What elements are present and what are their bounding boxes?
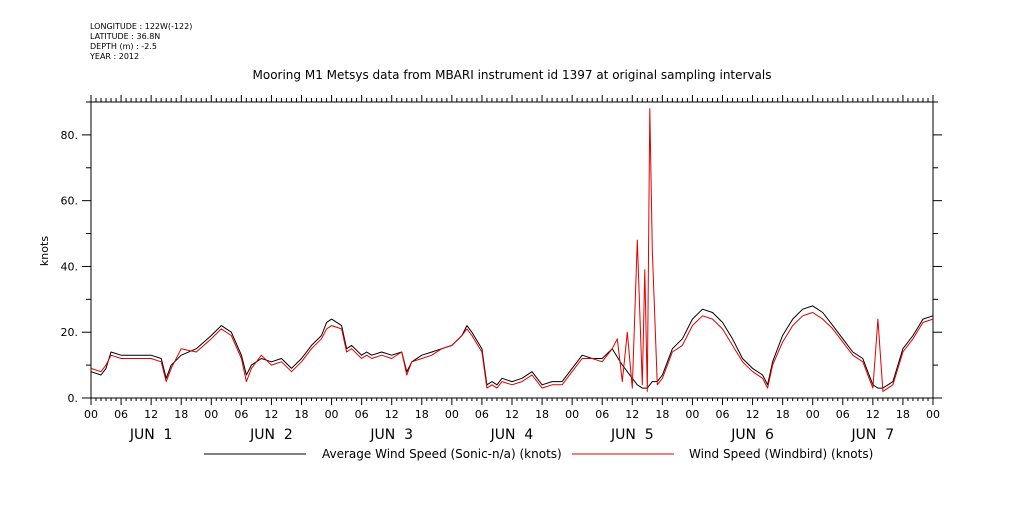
x-day-label: JUN 1: [129, 427, 173, 443]
meta-year: YEAR : 2012: [89, 52, 139, 61]
meta-latitude: LATITUDE : 36.8N: [90, 32, 160, 41]
x-tick-label: 00: [325, 408, 339, 421]
x-tick-label: 00: [926, 408, 940, 421]
x-tick-label: 06: [716, 408, 730, 421]
x-tick-label: 12: [144, 408, 158, 421]
y-tick-label: 0.: [68, 392, 79, 405]
chart-title: Mooring M1 Metsys data from MBARI instru…: [253, 68, 772, 82]
x-tick-label: 06: [475, 408, 489, 421]
x-tick-label: 18: [174, 408, 188, 421]
x-tick-label: 18: [415, 408, 429, 421]
x-tick-label: 06: [355, 408, 369, 421]
x-tick-label: 00: [685, 408, 699, 421]
x-day-label: JUN 5: [610, 427, 654, 443]
x-tick-label: 06: [595, 408, 609, 421]
legend-label-windbird: Wind Speed (Windbird) (knots): [689, 447, 873, 461]
x-day-label: JUN 7: [851, 427, 895, 443]
x-tick-label: 18: [295, 408, 309, 421]
axes-layer: 00 06 12 18 00 06 12 18 00 06 12 18 00 06 12 18 00 06 12 18…: [61, 95, 942, 443]
x-tick-label: 12: [625, 408, 639, 421]
x-tick-label: 00: [806, 408, 820, 421]
x-tick-label: 00: [84, 408, 98, 421]
meta-longitude: LONGITUDE : 122W(-122): [90, 22, 192, 31]
x-tick-label: 18: [896, 408, 910, 421]
x-tick-label: 00: [445, 408, 459, 421]
y-tick-label: 80.: [61, 129, 79, 142]
y-tick-label: 60.: [61, 195, 79, 208]
x-day-label: JUN 2: [249, 427, 293, 443]
series-layer: [90, 108, 934, 392]
y-axis-label: knots: [38, 236, 51, 266]
legend-label-average-wind: Average Wind Speed (Sonic-n/a) (knots): [322, 447, 562, 461]
series-line-windbird: [90, 108, 934, 392]
metadata-block: LONGITUDE : 122W(-122) LATITUDE : 36.8N …: [89, 22, 192, 61]
x-tick-label: 12: [746, 408, 760, 421]
series-line-average-wind: [90, 305, 934, 389]
x-tick-label: 00: [204, 408, 218, 421]
x-tick-label: 06: [114, 408, 128, 421]
x-tick-label: 18: [655, 408, 669, 421]
x-tick-label: 00: [565, 408, 579, 421]
x-tick-label: 18: [535, 408, 549, 421]
x-day-label: JUN 4: [490, 427, 534, 443]
plot-frame: [90, 101, 934, 399]
y-tick-label: 40.: [61, 260, 79, 273]
x-tick-label: 18: [776, 408, 790, 421]
meta-depth: DEPTH (m) : -2.5: [90, 42, 157, 51]
x-tick-label: 06: [234, 408, 248, 421]
x-day-label: JUN 6: [730, 427, 774, 443]
legend: Average Wind Speed (Sonic-n/a) (knots) W…: [204, 447, 873, 461]
x-tick-label: 12: [264, 408, 278, 421]
x-tick-label: 12: [866, 408, 880, 421]
x-tick-label: 06: [836, 408, 850, 421]
x-tick-label: 12: [505, 408, 519, 421]
y-tick-label: 20.: [61, 326, 79, 339]
x-tick-label: 12: [385, 408, 399, 421]
x-day-label: JUN 3: [369, 427, 413, 443]
